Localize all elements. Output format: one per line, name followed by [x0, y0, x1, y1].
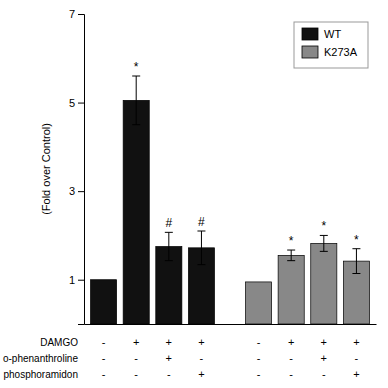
row-sign: + — [353, 368, 359, 380]
row-sign: - — [102, 352, 106, 364]
row-sign: + — [321, 336, 327, 348]
error-bar-cap — [165, 260, 173, 261]
error-bar-cap — [197, 231, 205, 232]
error-bar-cap — [165, 232, 173, 233]
error-bar-cap — [352, 248, 360, 249]
error-bar-stem — [201, 231, 202, 265]
y-tick-mark — [78, 191, 84, 192]
row-sign: + — [198, 368, 204, 380]
error-bar — [320, 235, 328, 251]
row-sign: - — [134, 352, 138, 364]
y-axis: 1 3 5 7 — [69, 8, 85, 324]
error-bar-cap — [132, 76, 140, 77]
y-tick: 3 — [69, 185, 84, 197]
bar — [245, 282, 271, 324]
error-bar-cap — [197, 264, 205, 265]
y-tick-label: 3 — [69, 185, 75, 197]
y-tick-mark — [78, 103, 84, 104]
error-bar-cap — [320, 251, 328, 252]
error-bar-cap — [132, 124, 140, 125]
bar — [91, 280, 117, 324]
row-sign: - — [257, 336, 261, 348]
legend-item: WT — [302, 28, 341, 40]
legend: WT K273A — [294, 22, 368, 68]
y-axis-line — [78, 15, 85, 325]
row-sign: + — [133, 336, 139, 348]
error-bar-stem — [323, 235, 324, 251]
row-sign: - — [289, 352, 293, 364]
error-bar-stem — [291, 250, 292, 261]
error-bar — [132, 76, 140, 125]
row-label: DAMGO — [40, 337, 78, 348]
annotation: # — [198, 215, 205, 229]
row-sign: + — [353, 336, 359, 348]
plot: 1 3 5 7 (Fold over Control) * # # * * * DAMGO - + + + - +… — [3, 8, 377, 380]
y-tick: 5 — [69, 97, 84, 109]
row-sign: - — [322, 368, 326, 380]
row-sign: + — [321, 352, 327, 364]
row-sign: - — [167, 368, 171, 380]
row-sign: - — [102, 368, 106, 380]
annotations: * # # * * * — [134, 60, 359, 248]
annotation: * — [321, 219, 326, 233]
row-sign: + — [198, 336, 204, 348]
row-sign: - — [355, 352, 359, 364]
error-bar-stem — [168, 232, 169, 260]
row-sign: + — [166, 336, 172, 348]
marks — [91, 76, 370, 324]
legend-label: K273A — [324, 46, 358, 58]
y-tick-label: 7 — [69, 8, 75, 20]
bar — [123, 100, 149, 324]
annotation: * — [289, 234, 294, 248]
legend-box — [294, 22, 368, 68]
row-label: o-phenanthroline — [3, 353, 78, 364]
bar — [278, 255, 304, 324]
y-tick: 7 — [69, 8, 84, 20]
error-bar-cap — [320, 235, 328, 236]
error-bar — [287, 250, 295, 261]
row-sign: - — [102, 336, 106, 348]
annotation: # — [165, 216, 172, 230]
y-tick-label: 5 — [69, 97, 75, 109]
error-bar — [165, 232, 173, 260]
row-sign: - — [200, 352, 204, 364]
error-bar-stem — [136, 76, 137, 125]
row-sign: - — [289, 368, 293, 380]
row-sign: - — [134, 368, 138, 380]
row-sign: + — [288, 336, 294, 348]
legend-swatch — [302, 28, 318, 40]
row-sign: - — [257, 352, 261, 364]
error-bar — [352, 249, 360, 274]
legend-swatch — [302, 46, 318, 58]
error-bar-cap — [287, 250, 295, 251]
row-sign: - — [257, 368, 261, 380]
row-sign: + — [166, 352, 172, 364]
chart: 1 3 5 7 (Fold over Control) * # # * * * DAMGO - + + + - +… — [0, 0, 388, 388]
y-tick-label: 1 — [69, 274, 75, 286]
y-tick: 1 — [69, 274, 84, 286]
condition-rows: DAMGO - + + + - + + + o-phenanthroline - - + - - - + - pho… — [3, 336, 360, 380]
error-bar-stem — [356, 249, 357, 274]
y-tick-mark — [78, 280, 84, 281]
row-label: phosphoramidon — [4, 369, 79, 380]
error-bar — [197, 231, 205, 265]
annotation: * — [354, 233, 359, 247]
y-tick-mark — [78, 14, 84, 15]
error-bar-cap — [287, 260, 295, 261]
legend-item: K273A — [302, 46, 358, 58]
y-axis-title: (Fold over Control) — [40, 123, 52, 215]
legend-label: WT — [324, 28, 341, 40]
annotation: * — [134, 60, 139, 74]
error-bar-cap — [352, 273, 360, 274]
bar — [311, 243, 337, 324]
x-axis-line — [85, 324, 377, 325]
